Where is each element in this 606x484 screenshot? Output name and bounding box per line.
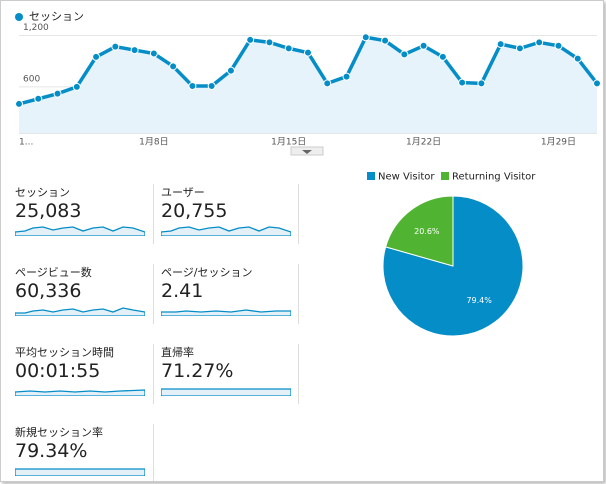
y-tick-label: 600 xyxy=(23,74,40,84)
point xyxy=(323,79,332,88)
pie-slice xyxy=(385,195,454,267)
point xyxy=(458,78,467,87)
point xyxy=(92,52,101,61)
sparkline xyxy=(161,226,291,236)
x-tick-label: 1月22日 xyxy=(406,137,441,148)
metric-label: 新規セッション率 xyxy=(15,426,103,439)
point xyxy=(226,66,235,75)
metric-card: 直帰率 71.27% xyxy=(161,344,299,416)
legend-label: Returning Visitor xyxy=(452,172,536,183)
point xyxy=(207,81,216,90)
point xyxy=(438,52,447,61)
legend-dot xyxy=(15,13,23,21)
point xyxy=(72,82,81,91)
point xyxy=(573,54,582,63)
point xyxy=(400,50,409,59)
metric-card: セッション 25,083 xyxy=(15,184,153,256)
metric-value: 60,336 xyxy=(15,280,82,302)
metric-label: ページ/セッション xyxy=(161,266,253,279)
point xyxy=(188,81,197,90)
point xyxy=(149,49,158,58)
x-tick-label: 1月8日 xyxy=(139,137,168,148)
metric-card: ユーザー 20,755 xyxy=(161,184,299,256)
point xyxy=(53,89,62,98)
metric-value: 2.41 xyxy=(161,280,204,302)
sparkline xyxy=(15,307,145,316)
handle-arrow xyxy=(302,150,312,154)
separator xyxy=(153,264,154,324)
point xyxy=(169,62,178,71)
point xyxy=(554,41,563,50)
metric-value: 20,755 xyxy=(161,200,228,222)
metric-value: 79.34% xyxy=(15,440,88,462)
metric-card: 新規セッション率 79.34% xyxy=(15,424,153,481)
metric-card: ページ/セッション 2.41 xyxy=(161,264,299,336)
x-tick-label: 1月29日 xyxy=(541,137,576,148)
separator xyxy=(298,344,299,404)
sparkline xyxy=(161,388,291,396)
legend-swatch xyxy=(367,172,375,180)
separator xyxy=(298,264,299,324)
metric-value: 25,083 xyxy=(15,200,82,222)
legend-label: セッション xyxy=(29,10,84,23)
metric-value: 00:01:55 xyxy=(15,360,101,382)
metric-card: ページビュー数 60,336 xyxy=(15,264,153,336)
y-tick-label: 1,200 xyxy=(23,23,49,33)
point xyxy=(496,40,505,49)
point xyxy=(246,35,255,44)
point xyxy=(304,48,312,57)
separator xyxy=(153,344,154,404)
point xyxy=(419,41,428,50)
sparkline xyxy=(15,389,145,396)
metric-card: 平均セッション時間 00:01:55 xyxy=(15,344,153,416)
metric-label: 直帰率 xyxy=(161,346,194,359)
sparkline xyxy=(15,468,145,476)
separator xyxy=(298,184,299,244)
metric-label: セッション xyxy=(15,186,70,199)
sparkline xyxy=(161,309,291,316)
slice-label: 79.4% xyxy=(466,296,492,305)
point xyxy=(477,79,486,88)
legend-label: New Visitor xyxy=(378,172,435,183)
metric-value: 71.27% xyxy=(161,360,234,382)
metric-label: ページビュー数 xyxy=(15,266,92,279)
point xyxy=(111,42,120,51)
point xyxy=(130,46,139,55)
sparkline xyxy=(15,226,145,236)
point xyxy=(15,99,23,108)
point xyxy=(265,38,274,47)
point xyxy=(381,36,390,45)
point xyxy=(284,44,293,53)
metric-label: ユーザー xyxy=(161,186,205,199)
point xyxy=(361,33,370,42)
slice-label: 20.6% xyxy=(414,227,440,236)
separator xyxy=(153,424,154,481)
metric-label: 平均セッション時間 xyxy=(15,346,114,359)
separator xyxy=(153,184,154,244)
point xyxy=(593,79,601,88)
point xyxy=(342,72,351,81)
point xyxy=(515,44,524,53)
x-tick-label: 1月15日 xyxy=(271,137,306,148)
point xyxy=(34,94,43,103)
point xyxy=(535,38,544,47)
legend-swatch xyxy=(441,172,449,180)
x-tick-label: 1... xyxy=(19,138,33,148)
